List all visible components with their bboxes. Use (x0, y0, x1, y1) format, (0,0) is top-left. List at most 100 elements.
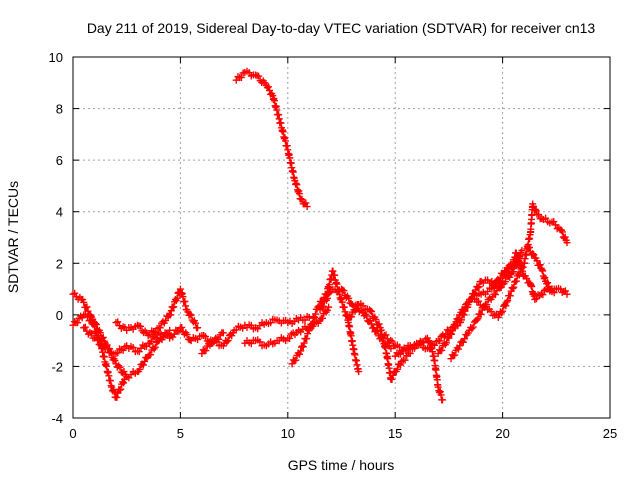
data-point (397, 361, 405, 369)
data-point (348, 313, 356, 321)
data-point (366, 317, 374, 325)
data-point (86, 329, 94, 337)
x-tick-label: 20 (495, 426, 509, 441)
data-point (309, 314, 317, 322)
data-point (512, 277, 520, 285)
data-point (372, 315, 380, 323)
data-point (170, 330, 178, 338)
data-point (99, 333, 107, 341)
data-point (550, 285, 558, 293)
data-point (551, 221, 559, 229)
data-point (448, 327, 456, 335)
y-tick-label: -4 (51, 411, 63, 426)
data-point (541, 274, 549, 282)
x-tick-label: 15 (388, 426, 402, 441)
data-point (325, 303, 333, 311)
data-point (491, 291, 499, 299)
x-tick-label: 5 (177, 426, 184, 441)
y-tick-label: 2 (56, 256, 63, 271)
data-point (74, 319, 82, 327)
data-point (469, 323, 477, 331)
data-point (539, 267, 547, 275)
data-point (355, 368, 363, 376)
data-point (558, 288, 566, 296)
data-point (96, 329, 104, 337)
data-point (187, 311, 195, 319)
data-point (536, 261, 544, 269)
data-point (264, 83, 272, 91)
data-point (539, 291, 547, 299)
data-point (114, 318, 122, 326)
data-point (501, 278, 509, 286)
data-point (497, 283, 505, 291)
data-point (474, 284, 482, 292)
series-track-10 (344, 300, 414, 383)
data-point (170, 303, 178, 311)
data-point (117, 385, 125, 393)
data-point (459, 338, 467, 346)
data-point (448, 330, 456, 338)
y-tick-label: 10 (49, 50, 63, 65)
data-point (326, 289, 334, 297)
data-point (111, 357, 119, 365)
series-track-5 (112, 285, 202, 339)
data-point (461, 335, 469, 343)
data-point (515, 258, 523, 266)
data-point (139, 361, 147, 369)
data-point (475, 297, 483, 305)
data-point (393, 365, 401, 373)
series-track-13 (434, 252, 522, 358)
data-point (431, 341, 439, 349)
axis-ticks: 0 5 10 15 20 25 -4 -2 0 2 4 6 8 10 (49, 50, 618, 441)
x-axis-label: GPS time / hours (288, 457, 395, 473)
data-point (373, 327, 381, 335)
data-point (558, 226, 566, 234)
data-point (202, 347, 210, 355)
data-point (389, 371, 397, 379)
data-point (561, 233, 569, 241)
data-point (387, 336, 395, 344)
data-point (473, 316, 481, 324)
data-point (438, 396, 446, 404)
data-point (451, 351, 459, 359)
data-point (295, 350, 303, 358)
data-point (223, 338, 231, 346)
data-point (166, 326, 174, 334)
data-point (531, 205, 539, 213)
data-point (536, 291, 544, 299)
data-point (224, 336, 232, 344)
data-point (544, 279, 552, 287)
chart-title: Day 211 of 2019, Sidereal Day-to-day VTE… (87, 20, 596, 36)
data-point (83, 303, 91, 311)
data-point (323, 306, 331, 314)
data-point (370, 324, 378, 332)
data-point (136, 365, 144, 373)
data-point (519, 267, 527, 275)
series-track-9 (316, 285, 395, 352)
data-point (338, 295, 345, 303)
data-point (436, 388, 444, 396)
data-point (475, 283, 483, 291)
data-point (312, 310, 320, 318)
data-point (417, 339, 425, 347)
data-point (247, 321, 255, 329)
data-point (532, 295, 540, 303)
data-point (308, 319, 316, 327)
data-point (237, 73, 245, 81)
data-point (120, 379, 128, 387)
data-point (256, 338, 264, 346)
data-point (77, 312, 85, 320)
y-tick-label: 6 (56, 153, 63, 168)
data-point (92, 321, 100, 329)
data-point (460, 305, 468, 313)
data-point (194, 324, 202, 332)
plot-frame (72, 56, 611, 419)
data-point (113, 393, 121, 401)
data-point (80, 298, 88, 306)
data-point (81, 323, 89, 331)
data-point (474, 315, 482, 323)
data-point (299, 343, 307, 351)
data-point (303, 203, 311, 211)
data-point (98, 339, 106, 347)
data-point (445, 334, 453, 342)
